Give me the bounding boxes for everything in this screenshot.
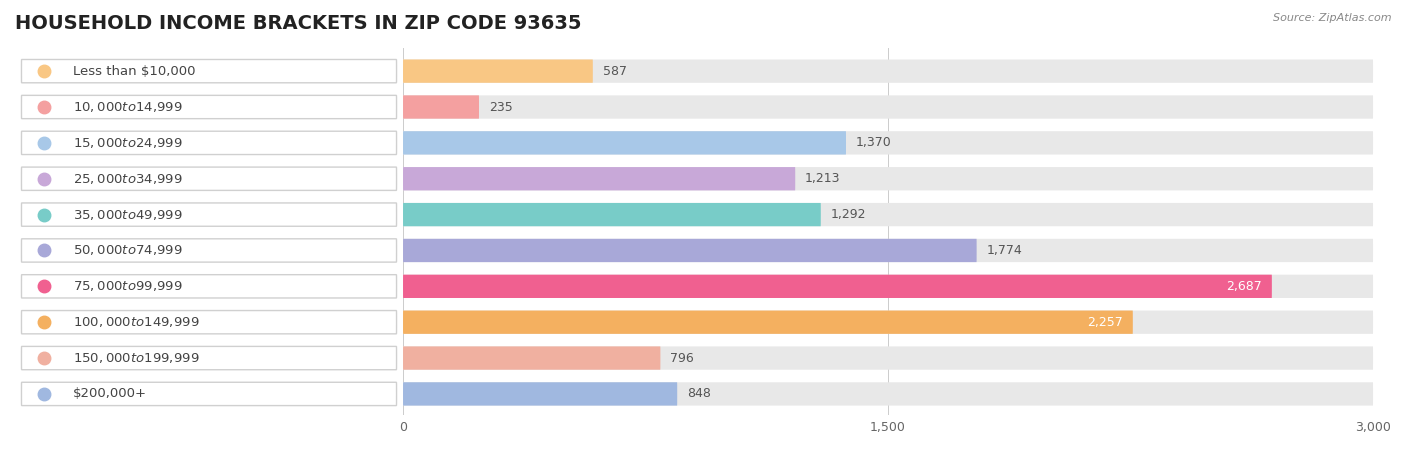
FancyBboxPatch shape	[404, 95, 1374, 119]
Text: 796: 796	[671, 352, 693, 365]
FancyBboxPatch shape	[404, 275, 1374, 298]
Text: $50,000 to $74,999: $50,000 to $74,999	[73, 243, 183, 257]
Text: 1,774: 1,774	[987, 244, 1022, 257]
FancyBboxPatch shape	[404, 347, 1374, 370]
Text: 2,687: 2,687	[1226, 280, 1263, 293]
FancyBboxPatch shape	[404, 311, 1133, 334]
Text: 1,292: 1,292	[831, 208, 866, 221]
FancyBboxPatch shape	[404, 167, 1374, 190]
FancyBboxPatch shape	[21, 239, 396, 262]
Text: $150,000 to $199,999: $150,000 to $199,999	[73, 351, 200, 365]
FancyBboxPatch shape	[404, 239, 977, 262]
FancyBboxPatch shape	[21, 347, 396, 370]
FancyBboxPatch shape	[404, 275, 1272, 298]
FancyBboxPatch shape	[404, 131, 846, 154]
FancyBboxPatch shape	[404, 347, 661, 370]
FancyBboxPatch shape	[404, 95, 479, 119]
Text: 235: 235	[489, 101, 512, 114]
FancyBboxPatch shape	[21, 382, 396, 405]
FancyBboxPatch shape	[404, 203, 821, 226]
Text: Source: ZipAtlas.com: Source: ZipAtlas.com	[1274, 13, 1392, 23]
Text: Less than $10,000: Less than $10,000	[73, 65, 195, 78]
FancyBboxPatch shape	[21, 59, 396, 83]
Text: HOUSEHOLD INCOME BRACKETS IN ZIP CODE 93635: HOUSEHOLD INCOME BRACKETS IN ZIP CODE 93…	[15, 14, 582, 33]
Text: $100,000 to $149,999: $100,000 to $149,999	[73, 315, 200, 329]
FancyBboxPatch shape	[404, 59, 1374, 83]
FancyBboxPatch shape	[21, 311, 396, 334]
FancyBboxPatch shape	[404, 382, 1374, 405]
Text: 1,213: 1,213	[806, 172, 841, 185]
FancyBboxPatch shape	[21, 131, 396, 154]
FancyBboxPatch shape	[404, 239, 1374, 262]
Text: $35,000 to $49,999: $35,000 to $49,999	[73, 207, 183, 222]
FancyBboxPatch shape	[21, 95, 396, 119]
Text: $10,000 to $14,999: $10,000 to $14,999	[73, 100, 183, 114]
FancyBboxPatch shape	[404, 203, 1374, 226]
Text: 587: 587	[603, 65, 627, 78]
Text: 848: 848	[688, 387, 711, 401]
FancyBboxPatch shape	[404, 59, 593, 83]
Text: $15,000 to $24,999: $15,000 to $24,999	[73, 136, 183, 150]
Text: 1,370: 1,370	[856, 136, 891, 150]
FancyBboxPatch shape	[404, 167, 796, 190]
Text: 2,257: 2,257	[1087, 316, 1123, 329]
FancyBboxPatch shape	[404, 382, 678, 405]
Text: $200,000+: $200,000+	[73, 387, 148, 401]
FancyBboxPatch shape	[21, 167, 396, 190]
FancyBboxPatch shape	[404, 311, 1374, 334]
Text: $75,000 to $99,999: $75,000 to $99,999	[73, 279, 183, 293]
FancyBboxPatch shape	[21, 275, 396, 298]
Text: $25,000 to $34,999: $25,000 to $34,999	[73, 172, 183, 186]
FancyBboxPatch shape	[21, 203, 396, 226]
FancyBboxPatch shape	[404, 131, 1374, 154]
